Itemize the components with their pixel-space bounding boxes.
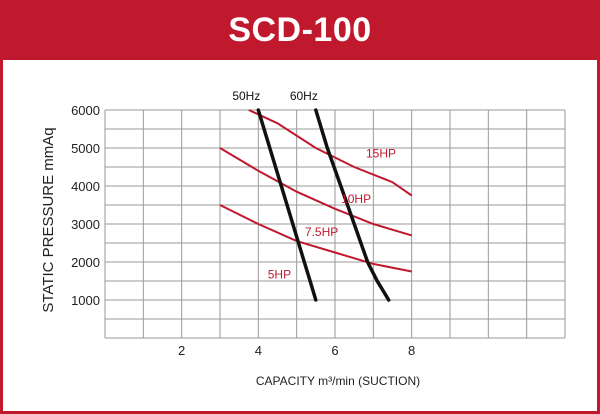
y-tick-label: 4000 (71, 179, 100, 194)
x-tick-label: 8 (408, 343, 415, 358)
x-tick-label: 2 (178, 343, 185, 358)
curve-labels: 15HP 10HP 7.5HP 5HP 50Hz 60Hz (232, 89, 396, 282)
y-tick-label: 3000 (71, 217, 100, 232)
y-tick-label: 6000 (71, 103, 100, 118)
x-tick-label: 6 (331, 343, 338, 358)
y-tick-label: 2000 (71, 255, 100, 270)
y-tick-label: 1000 (71, 293, 100, 308)
hp-curve-15hp (248, 109, 413, 197)
y-tick-labels: 1000 2000 3000 4000 5000 6000 (71, 103, 100, 308)
frequency-curves (256, 108, 391, 302)
grid (104, 109, 566, 339)
y-axis-label: STATIC PRESSURE mmAq (40, 127, 57, 312)
header-bar: SCD-100 (0, 0, 600, 60)
hp-label-5hp: 5HP (268, 268, 291, 282)
x-tick-label: 4 (255, 343, 262, 358)
freq-curve-60hz (314, 108, 391, 302)
hp-label-10hp: 10HP (341, 192, 371, 206)
hp-curve-7-5hp (219, 204, 412, 273)
x-tick-labels: 2 4 6 8 (178, 343, 415, 358)
hp-curve-10hp (219, 147, 412, 237)
hp-label-15hp: 15HP (366, 147, 396, 161)
x-axis-label: CAPACITY m³/min (SUCTION) (256, 374, 420, 388)
freq-label-60hz: 60Hz (290, 89, 318, 103)
freq-label-50hz: 50Hz (232, 89, 260, 103)
y-tick-label: 5000 (71, 141, 100, 156)
hp-curves (219, 109, 413, 273)
hp-label-7-5hp: 7.5HP (305, 225, 338, 239)
freq-curve-50hz (256, 108, 318, 302)
page-title: SCD-100 (228, 11, 372, 49)
